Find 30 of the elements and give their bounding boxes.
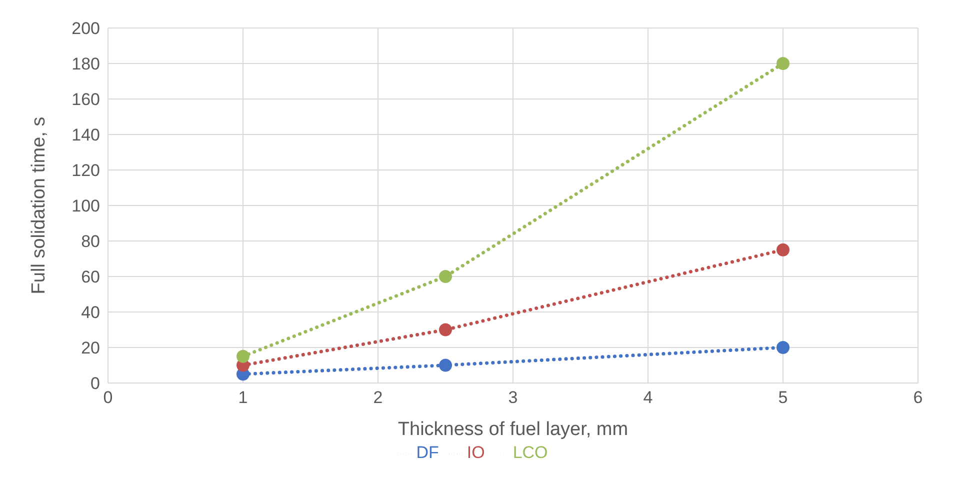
x-tick-label: 0 — [103, 388, 113, 408]
y-tick-label: 160 — [72, 90, 100, 110]
point — [776, 341, 790, 354]
y-tick-label: 0 — [90, 374, 100, 394]
x-tick-label: 2 — [373, 388, 383, 408]
y-tick-label: 40 — [81, 303, 100, 322]
point — [439, 323, 452, 336]
x-tick-label: 4 — [643, 388, 653, 408]
y-tick-label: 80 — [81, 232, 100, 252]
y-tick-label: 120 — [72, 161, 100, 180]
x-tick-label: 3 — [508, 388, 518, 408]
legend-label: IO — [466, 443, 485, 462]
y-tick-label: 60 — [81, 268, 100, 287]
legend-label: LCO — [512, 443, 548, 462]
y-tick-label: 100 — [72, 196, 100, 216]
y-tick-label: 20 — [81, 338, 100, 358]
point — [236, 350, 250, 363]
y-axis-title: Full solidation time, s — [28, 116, 50, 294]
point — [776, 57, 790, 70]
x-tick-label: 5 — [778, 388, 788, 408]
legend-label: DF — [416, 443, 439, 462]
x-tick-label: 1 — [238, 388, 248, 408]
y-tick-label: 200 — [72, 19, 100, 38]
point — [439, 270, 452, 283]
point — [776, 243, 790, 256]
y-tick-label: 140 — [72, 126, 100, 145]
x-tick-label: 6 — [913, 388, 923, 408]
point — [439, 358, 452, 372]
y-tick-label: 180 — [72, 54, 100, 74]
x-axis-title: Thickness of fuel layer, mm — [398, 419, 628, 440]
